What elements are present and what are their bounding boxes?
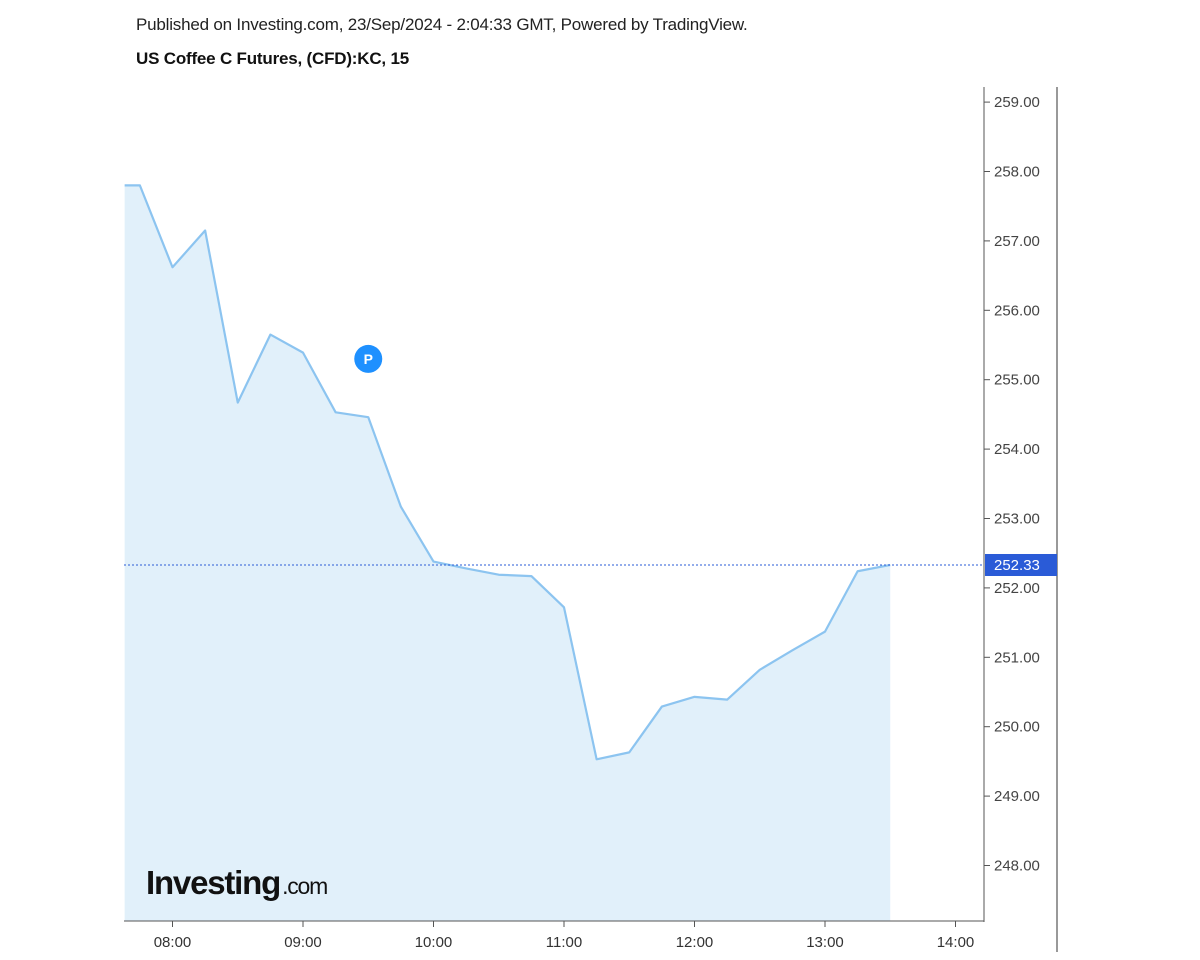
price-line bbox=[124, 184, 891, 761]
y-tick-label-253.00: 253.00 bbox=[994, 511, 1040, 528]
p-marker-label: P bbox=[364, 351, 373, 367]
p-marker: P bbox=[354, 344, 383, 373]
x-tick-label-08:00: 08:00 bbox=[154, 934, 192, 951]
p-marker-circle bbox=[354, 344, 383, 373]
y-tick-label-257.00: 257.00 bbox=[994, 233, 1040, 250]
y-tick-label-252.00: 252.00 bbox=[994, 580, 1040, 597]
x-tick-label-13:00: 13:00 bbox=[806, 934, 844, 951]
x-tick-label-09:00: 09:00 bbox=[284, 934, 322, 951]
y-tick-label-255.00: 255.00 bbox=[994, 372, 1040, 389]
x-tick-label-11:00: 11:00 bbox=[546, 934, 582, 951]
axes: 248.00 249.00 250.00 251.00 252.00 253.00 254.… bbox=[124, 87, 1058, 952]
investing-logo: Investing.com bbox=[146, 864, 328, 901]
chart-title: US Coffee C Futures, (CFD):KC, 15 bbox=[136, 49, 409, 68]
plot-area: P bbox=[124, 184, 984, 921]
current-price-badge bbox=[985, 553, 1057, 576]
x-tick-label-10:00: 10:00 bbox=[415, 934, 453, 951]
x-tick-label-12:00: 12:00 bbox=[676, 934, 714, 951]
svg-text:Investing.com: Investing.com bbox=[146, 864, 327, 901]
x-tick-label-14:00: 14:00 bbox=[937, 934, 975, 951]
logo-suffix: .com bbox=[282, 873, 327, 899]
y-tick-label-250.00: 250.00 bbox=[994, 719, 1040, 736]
area-fill bbox=[124, 185, 891, 921]
current-price-label: 252.33 bbox=[994, 557, 1040, 574]
y-tick-label-259.00: 259.00 bbox=[994, 94, 1040, 111]
y-tick-label-248.00: 248.00 bbox=[994, 858, 1040, 875]
y-tick-label-258.00: 258.00 bbox=[994, 164, 1040, 181]
published-note: Published on Investing.com, 23/Sep/2024 … bbox=[136, 15, 748, 34]
y-tick-label-254.00: 254.00 bbox=[994, 441, 1040, 458]
logo-brand: Investing bbox=[146, 864, 280, 901]
y-tick-label-256.00: 256.00 bbox=[994, 302, 1040, 319]
y-tick-label-249.00: 249.00 bbox=[994, 788, 1040, 805]
y-tick-label-251.00: 251.00 bbox=[994, 649, 1040, 666]
